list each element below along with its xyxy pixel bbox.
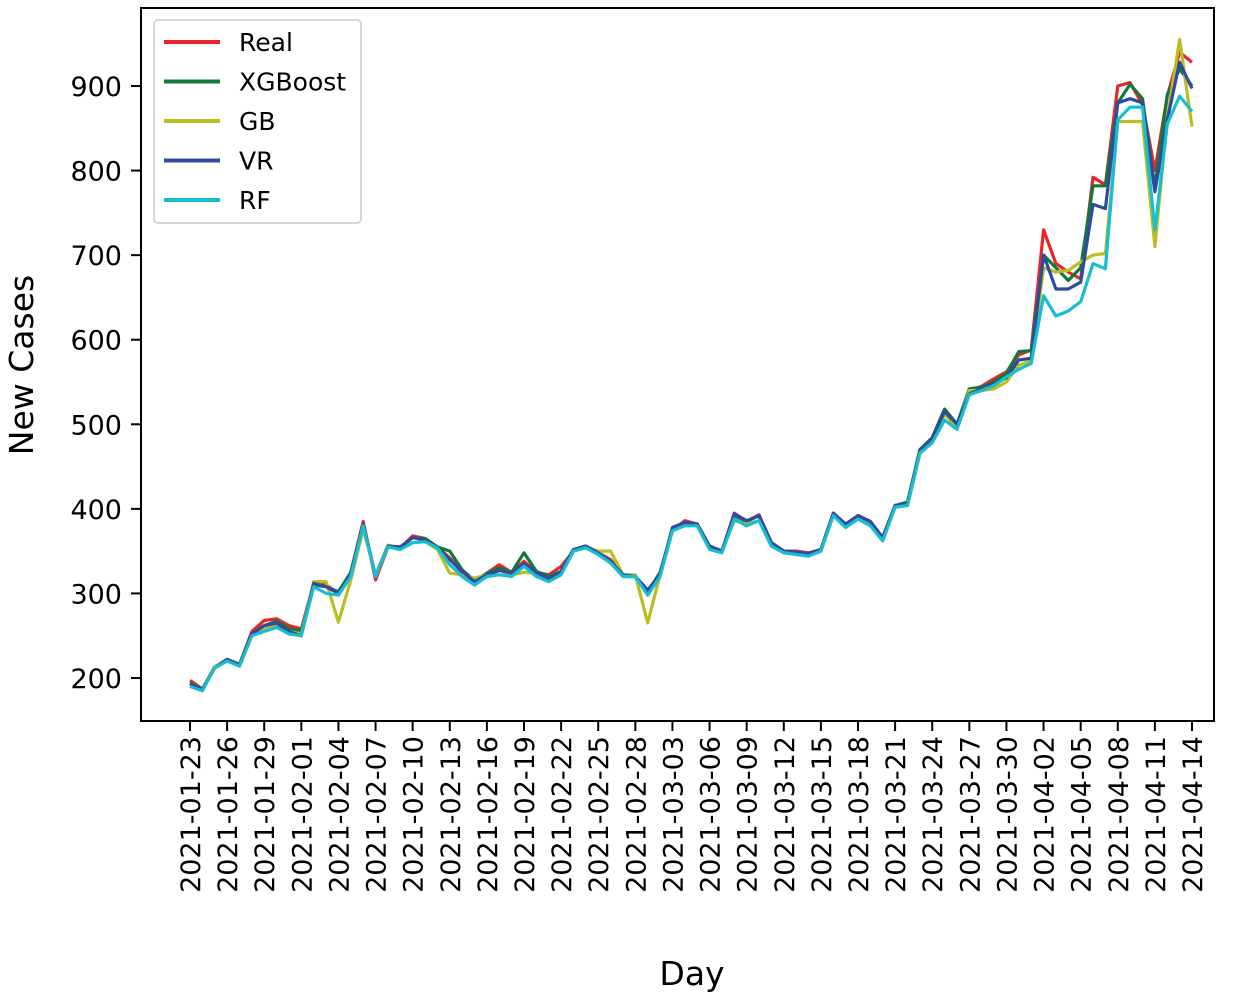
x-tick-label: 2021-03-30 [992,736,1023,893]
y-tick-label: 900 [70,72,122,103]
x-axis: 2021-01-23 2021-01-26 2021-01-29 2021-02-01… [176,721,1209,893]
x-tick-label: 2021-03-12 [770,736,801,893]
x-tick-label: 2021-03-06 [696,736,727,893]
legend-label-vr: VR [239,147,273,176]
x-tick-label: 2021-02-04 [324,736,355,893]
x-tick-label: 2021-04-05 [1067,736,1098,893]
y-tick-label: 600 [70,326,122,357]
legend-label-rf: RF [239,186,271,215]
x-tick-label: 2021-03-15 [807,736,838,893]
legend-box [153,19,362,224]
series-line-rf [189,94,1194,693]
x-tick-label: 2021-01-26 [213,736,244,893]
x-tick-label: 2021-02-13 [436,736,467,893]
x-tick-label: 2021-03-27 [955,736,986,893]
x-tick-label: 2021-04-14 [1178,736,1209,893]
x-tick-label: 2021-03-03 [658,736,689,893]
y-tick-label: 700 [70,241,122,272]
x-tick-label: 2021-03-09 [733,736,764,893]
y-axis: 200 300 400 500 600 700 800 900 [70,72,141,695]
x-tick-label: 2021-02-16 [473,736,504,893]
x-tick-label: 2021-02-07 [362,736,393,893]
x-axis-title: Day [659,954,724,993]
y-tick-label: 400 [70,495,122,526]
x-tick-label: 2021-04-11 [1141,736,1172,893]
x-tick-label: 2021-01-23 [176,736,207,893]
x-tick-label: 2021-04-02 [1030,736,1061,893]
x-tick-label: 2021-01-29 [250,736,281,893]
x-tick-label: 2021-02-19 [510,736,541,893]
legend-label-gb: GB [239,107,276,136]
x-tick-label: 2021-03-21 [881,736,912,893]
legend-label-xgboost: XGBoost [239,68,346,97]
y-tick-label: 200 [70,664,122,695]
y-tick-label: 300 [70,579,122,610]
x-tick-label: 2021-02-25 [584,736,615,893]
y-tick-label: 800 [70,157,122,188]
x-tick-label: 2021-02-10 [399,736,430,893]
y-tick-label: 500 [70,410,122,441]
y-axis-title: New Cases [2,275,41,455]
legend: Real XGBoost GB VR RF [153,19,362,224]
x-tick-label: 2021-02-01 [287,736,318,893]
x-tick-label: 2021-02-28 [621,736,652,893]
x-tick-label: 2021-03-24 [918,736,949,893]
legend-label-real: Real [239,28,293,57]
x-tick-label: 2021-04-08 [1104,736,1135,893]
series-layer [189,37,1194,693]
x-tick-label: 2021-02-22 [547,736,578,893]
plot-frame [140,7,1215,722]
x-tick-label: 2021-03-18 [844,736,875,893]
